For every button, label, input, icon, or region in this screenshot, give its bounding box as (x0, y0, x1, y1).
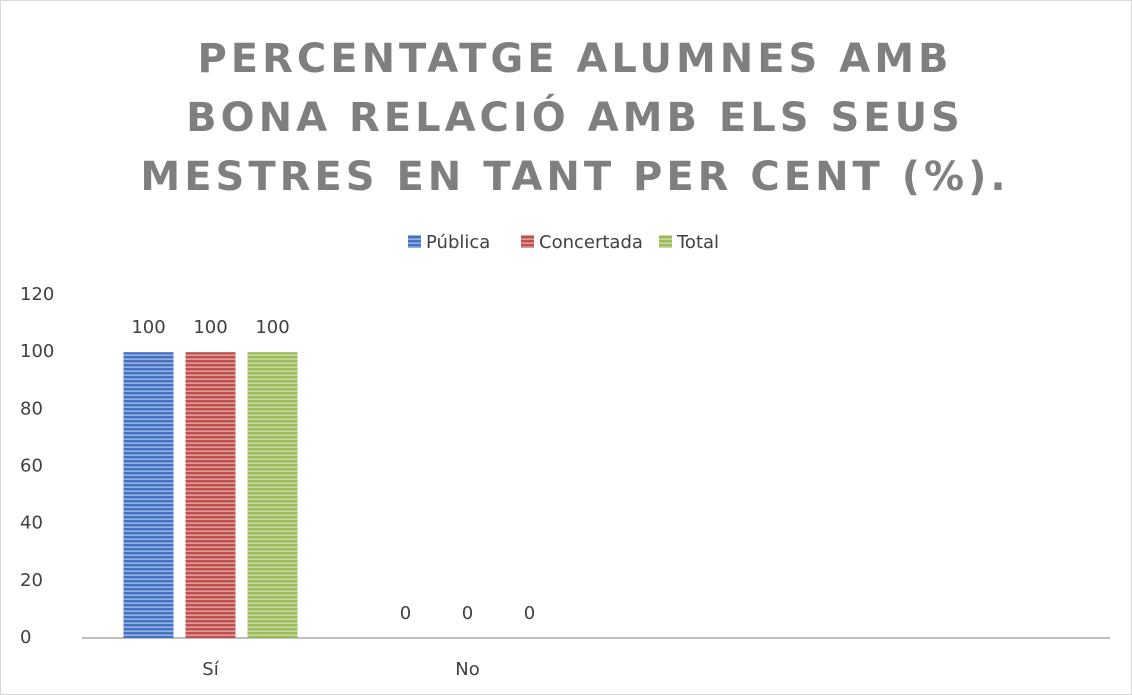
y-tick-label: 0 (20, 627, 31, 648)
y-tick-label: 80 (20, 398, 43, 419)
legend-label: Pública (426, 232, 490, 253)
chart-title: PERCENTATGE ALUMNES AMB BONA RELACIÓ AMB… (140, 36, 1010, 200)
y-tick-label: 40 (20, 513, 43, 534)
y-tick-label: 100 (20, 341, 54, 362)
legend-label: Concertada (539, 232, 643, 253)
legend-swatch (521, 235, 534, 248)
data-label: 100 (193, 317, 227, 338)
bar (123, 352, 174, 638)
legend-label: Total (676, 232, 719, 253)
x-tick-label: No (455, 659, 479, 680)
data-label: 0 (462, 603, 473, 624)
bar (185, 352, 236, 638)
data-label: 0 (400, 603, 411, 624)
bar (247, 352, 298, 638)
data-label: 0 (524, 603, 535, 624)
legend-swatch (659, 235, 672, 248)
legend-swatch (408, 235, 421, 248)
data-label: 100 (255, 317, 289, 338)
y-tick-label: 60 (20, 456, 43, 477)
y-tick-label: 20 (20, 570, 43, 591)
y-tick-label: 120 (20, 284, 54, 305)
x-tick-label: Sí (202, 659, 219, 680)
data-label: 100 (131, 317, 165, 338)
